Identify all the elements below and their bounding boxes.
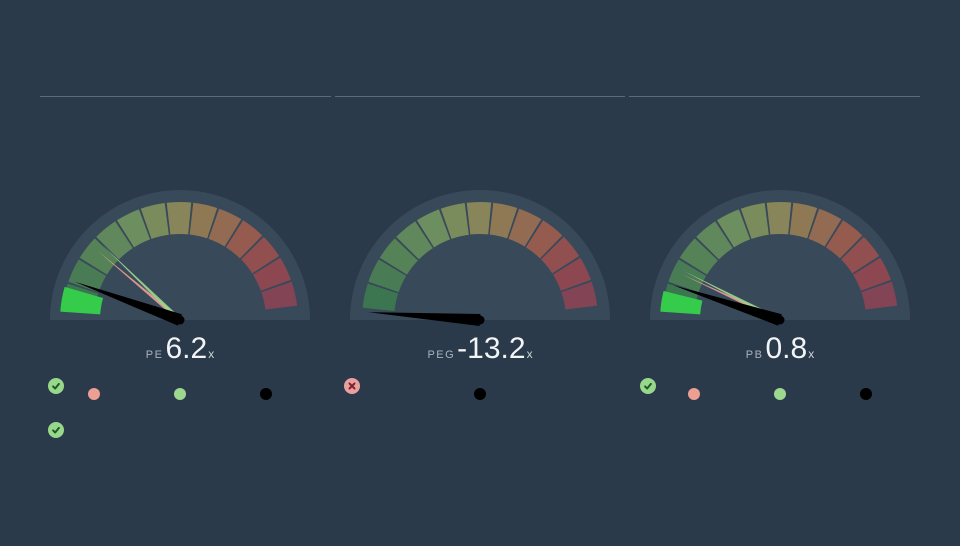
check-fail-icon [344, 378, 360, 394]
gauge-dial [340, 170, 620, 360]
gauge-pb: PB0.8x [640, 170, 920, 400]
divider [335, 96, 626, 97]
gauge-dial [40, 170, 320, 360]
divider [40, 96, 331, 97]
section-dividers [40, 96, 920, 97]
gauge-dial [640, 170, 920, 360]
dashboard: PE6.2xPEG-13.2xPB0.8x [0, 0, 960, 546]
check-ok-icon [48, 422, 64, 438]
check-ok-icon [640, 378, 656, 394]
gauge-peg: PEG-13.2x [340, 170, 620, 400]
gauge-pe: PE6.2x [40, 170, 320, 400]
check-column [632, 378, 920, 438]
divider [629, 96, 920, 97]
check-column [336, 378, 624, 438]
check-ok-icon [48, 378, 64, 394]
gauges-row: PE6.2xPEG-13.2xPB0.8x [40, 170, 920, 400]
check-column [40, 378, 328, 438]
checks-row [40, 378, 920, 438]
